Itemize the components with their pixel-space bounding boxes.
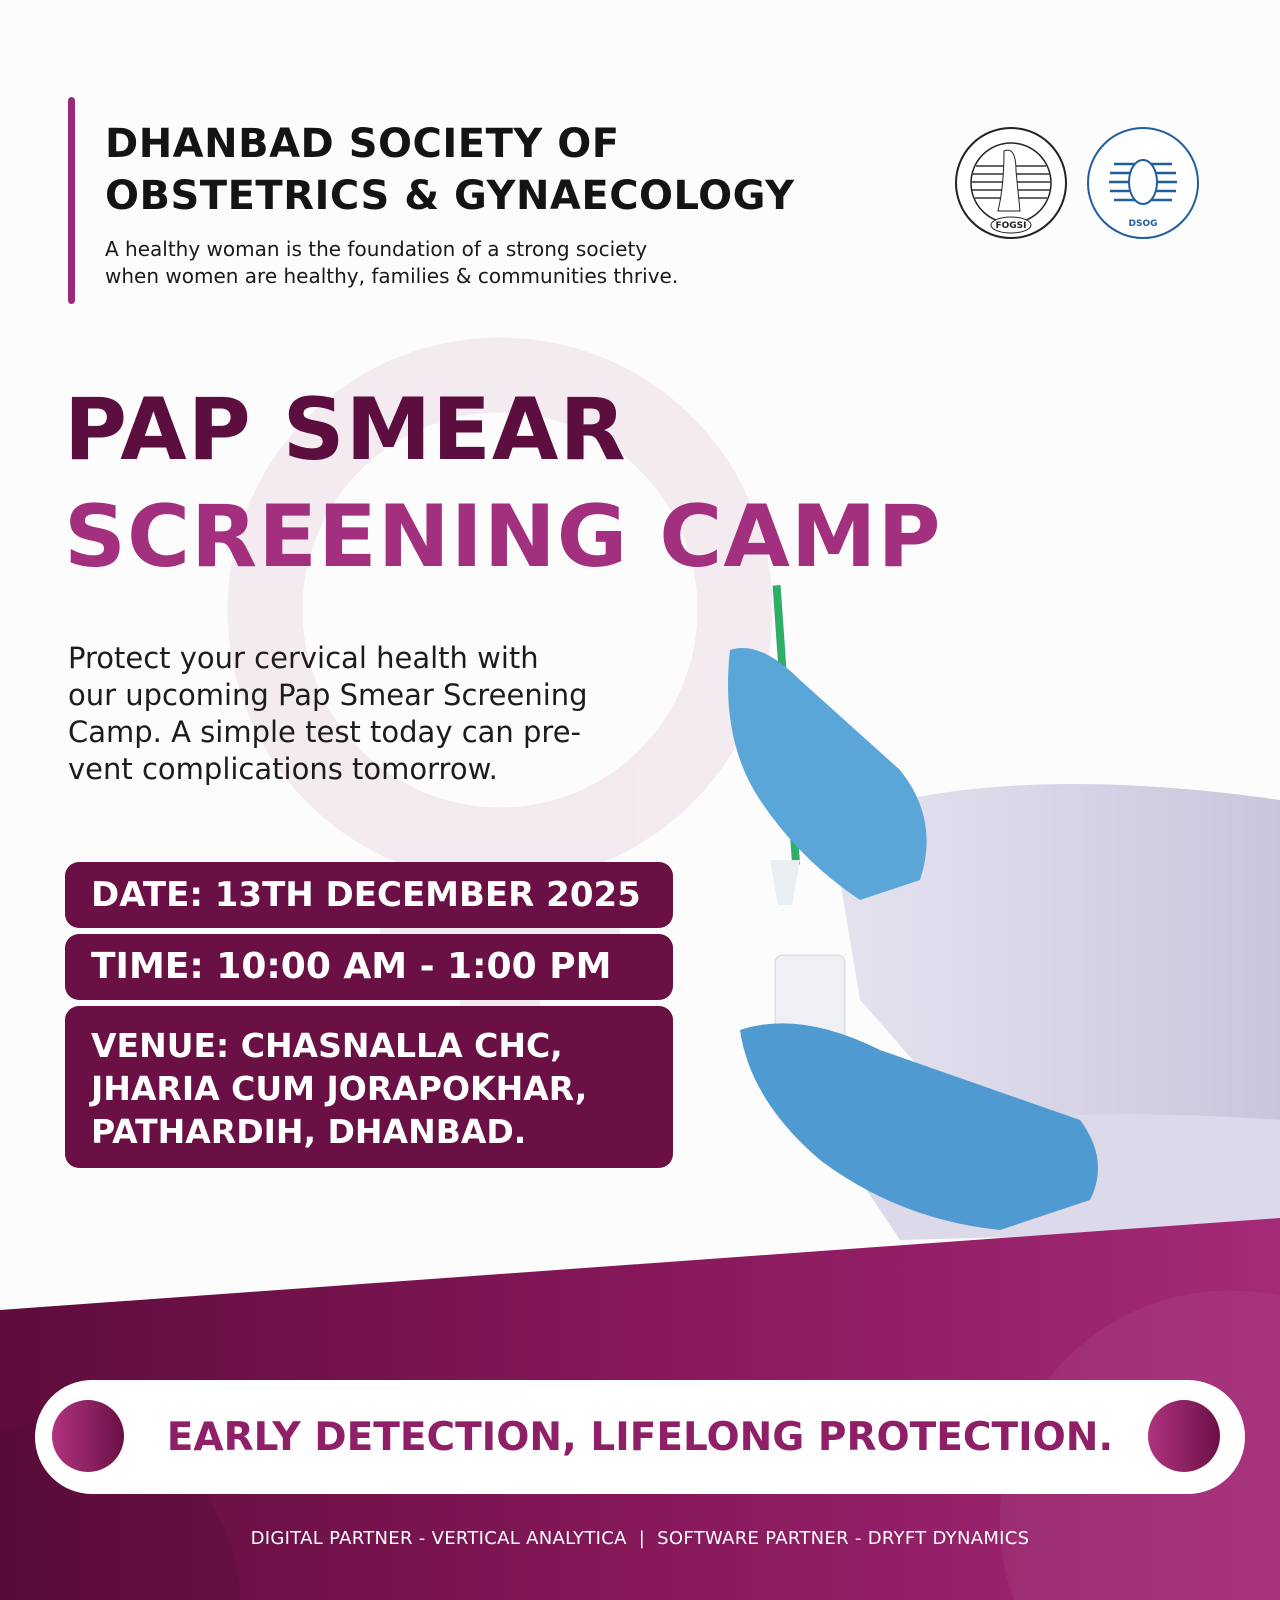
slogan: EARLY DETECTION, LIFELONG PROTECTION. (166, 1415, 1114, 1460)
partners-footer: DIGITAL PARTNER - VERTICAL ANALYTICA | S… (250, 1528, 1030, 1549)
venue-line: VENUE: CHASNALLA CHC, (91, 1026, 563, 1065)
tagline: A healthy woman is the foundation of a s… (105, 236, 678, 290)
organization-name: DHANBAD SOCIETY OF OBSTETRICS & GYNAECOL… (105, 118, 795, 222)
title-line1: PAP SMEAR (64, 380, 627, 480)
description: Protect your cervical health with our up… (68, 640, 688, 788)
circle-decoration-right (1148, 1400, 1220, 1472)
title-line2: SCREENING CAMP (64, 487, 942, 587)
dsog-logo: DSOG (1087, 127, 1199, 239)
org-line: DHANBAD SOCIETY OF (105, 121, 620, 167)
description-line: Protect your cervical health with (68, 641, 539, 675)
fogsi-logo: FOGSI (955, 127, 1067, 239)
venue-line: JHARIA CUM JORAPOKHAR, (91, 1069, 588, 1108)
description-line: Camp. A simple test today can pre- (68, 715, 582, 749)
description-line: our upcoming Pap Smear Screening (68, 678, 588, 712)
slogan-pill (35, 1380, 1245, 1494)
description-line: vent complications tomorrow. (68, 752, 498, 786)
tagline-line: when women are healthy, families & commu… (105, 264, 679, 288)
venue-line: PATHARDIH, DHANBAD. (91, 1112, 527, 1151)
svg-text:DSOG: DSOG (1129, 219, 1158, 229)
accent-bar (68, 97, 75, 304)
date-box: DATE: 13TH DECEMBER 2025 (65, 862, 673, 928)
time-box: TIME: 10:00 AM - 1:00 PM (65, 934, 673, 1000)
tagline-line: A healthy woman is the foundation of a s… (105, 237, 648, 261)
svg-text:FOGSI: FOGSI (995, 221, 1026, 231)
circle-decoration-left (52, 1400, 124, 1472)
org-line: OBSTETRICS & GYNAECOLOGY (105, 173, 795, 219)
venue-box: VENUE: CHASNALLA CHC, JHARIA CUM JORAPOK… (65, 1006, 673, 1168)
lab-photo (728, 585, 1280, 1240)
